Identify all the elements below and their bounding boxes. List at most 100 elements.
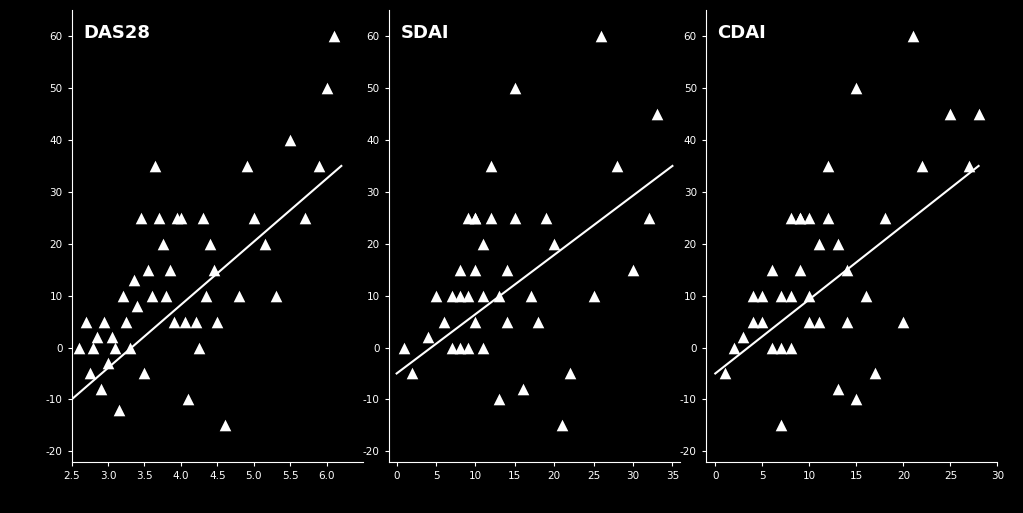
Point [85,343,101,351]
Point [792,214,808,222]
Point [754,318,770,326]
Point [198,291,215,300]
Point [792,214,808,222]
Point [895,318,911,326]
Point [166,318,182,326]
Point [129,302,145,310]
Point [745,291,761,300]
Point [110,406,127,414]
Point [830,385,846,393]
Point [530,318,546,326]
Point [914,162,930,170]
Point [820,214,837,222]
Point [848,396,864,404]
Point [89,333,105,341]
Point [468,214,484,222]
Point [231,291,248,300]
Point [459,343,476,351]
Point [451,266,468,274]
Text: DAS28: DAS28 [83,24,150,42]
Point [173,214,189,222]
Point [468,266,484,274]
Point [169,214,185,222]
Point [810,318,827,326]
Point [475,291,491,300]
Point [115,291,131,300]
Point [716,369,732,378]
Point [792,266,808,274]
Point [126,276,142,284]
Point [151,214,168,222]
Point [475,343,491,351]
Point [736,333,752,341]
Point [191,343,208,351]
Point [325,32,342,41]
Point [92,385,109,393]
Point [625,266,641,274]
Point [122,343,138,351]
Point [483,162,499,170]
Point [297,214,313,222]
Point [147,162,164,170]
Point [103,333,120,341]
Point [180,396,196,404]
Point [640,214,657,222]
Point [100,359,117,367]
Point [162,266,178,274]
Point [726,343,743,351]
Point [546,240,563,248]
Point [451,343,468,351]
Point [420,333,437,341]
Point [468,214,484,222]
Point [961,162,977,170]
Point [82,369,98,378]
Point [820,162,837,170]
Point [154,240,171,248]
Point [428,291,444,300]
Point [523,291,539,300]
Point [159,291,175,300]
Point [773,291,790,300]
Point [763,343,780,351]
Point [801,214,817,222]
Point [483,214,499,222]
Point [491,291,507,300]
Point [609,162,625,170]
Point [468,318,484,326]
Point [754,291,770,300]
Point [499,266,516,274]
Point [206,266,222,274]
Point [839,266,855,274]
Point [194,214,211,222]
Point [140,266,157,274]
Point [773,421,790,429]
Point [282,136,299,144]
Point [118,318,134,326]
Point [143,291,160,300]
Point [538,214,554,222]
Point [318,84,335,92]
Point [475,240,491,248]
Point [436,318,452,326]
Point [451,291,468,300]
Point [136,369,152,378]
Point [783,343,799,351]
Point [649,110,665,118]
Point [133,214,149,222]
Point [801,291,817,300]
Point [971,110,987,118]
Point [217,421,233,429]
Point [848,84,864,92]
Point [877,214,893,222]
Point [96,318,113,326]
Point [71,343,87,351]
Point [107,343,124,351]
Point [396,343,412,351]
Point [506,84,523,92]
Point [257,240,273,248]
Point [444,291,460,300]
Point [267,291,283,300]
Point [246,214,262,222]
Point [499,318,516,326]
Text: CDAI: CDAI [717,24,766,42]
